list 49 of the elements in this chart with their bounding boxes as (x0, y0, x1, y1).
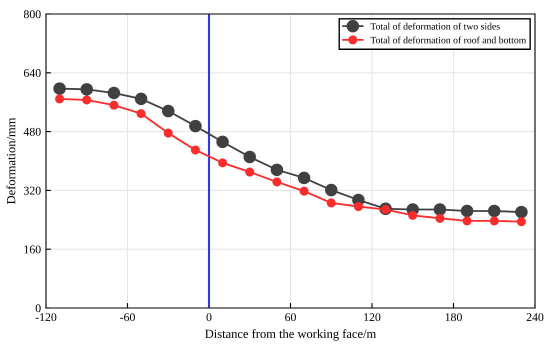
y-tick-label: 320 (24, 186, 41, 195)
point (326, 198, 336, 208)
x-tick-label: 240 (526, 313, 544, 322)
point (55, 94, 64, 104)
y-tick-label: 640 (24, 69, 41, 78)
x-axis-title: Distance from the working face/m (205, 329, 376, 341)
point (216, 136, 229, 148)
x-tick-label: 0 (206, 313, 212, 322)
point (190, 145, 200, 154)
point (82, 95, 92, 105)
legend-label: Total of deformation of two sides (370, 22, 500, 30)
point (298, 172, 310, 184)
x-tick-label: -120 (36, 313, 56, 322)
point (245, 168, 254, 177)
x-tick-label: 120 (364, 313, 380, 322)
point (490, 216, 499, 226)
point (515, 206, 528, 218)
legend-label: Total of deformation of roof and bottom (370, 36, 526, 44)
y-axis-title: Deformation/mm (6, 118, 16, 204)
point (218, 158, 228, 168)
point (108, 86, 120, 100)
point (488, 204, 500, 218)
point (408, 210, 418, 220)
point (134, 92, 148, 106)
point (435, 214, 444, 223)
point (325, 184, 338, 196)
point (109, 100, 118, 110)
y-tick-label: 480 (24, 128, 41, 136)
point (272, 177, 282, 186)
x-tick-label: -60 (120, 313, 135, 322)
point (162, 104, 174, 118)
point (136, 109, 146, 118)
y-tick-label: 800 (24, 10, 41, 18)
point (516, 217, 526, 226)
point (460, 204, 474, 218)
point (300, 186, 309, 196)
y-tick-label: 160 (24, 245, 41, 254)
point (270, 164, 284, 176)
point (434, 203, 446, 216)
point (354, 202, 363, 212)
point (244, 150, 256, 164)
point (164, 128, 173, 138)
x-tick-label: 180 (446, 313, 462, 322)
point (53, 82, 66, 95)
y-tick-label: 0 (36, 304, 41, 312)
point (462, 216, 472, 226)
x-tick-label: 60 (285, 313, 296, 322)
point (189, 120, 202, 132)
point (80, 83, 93, 96)
